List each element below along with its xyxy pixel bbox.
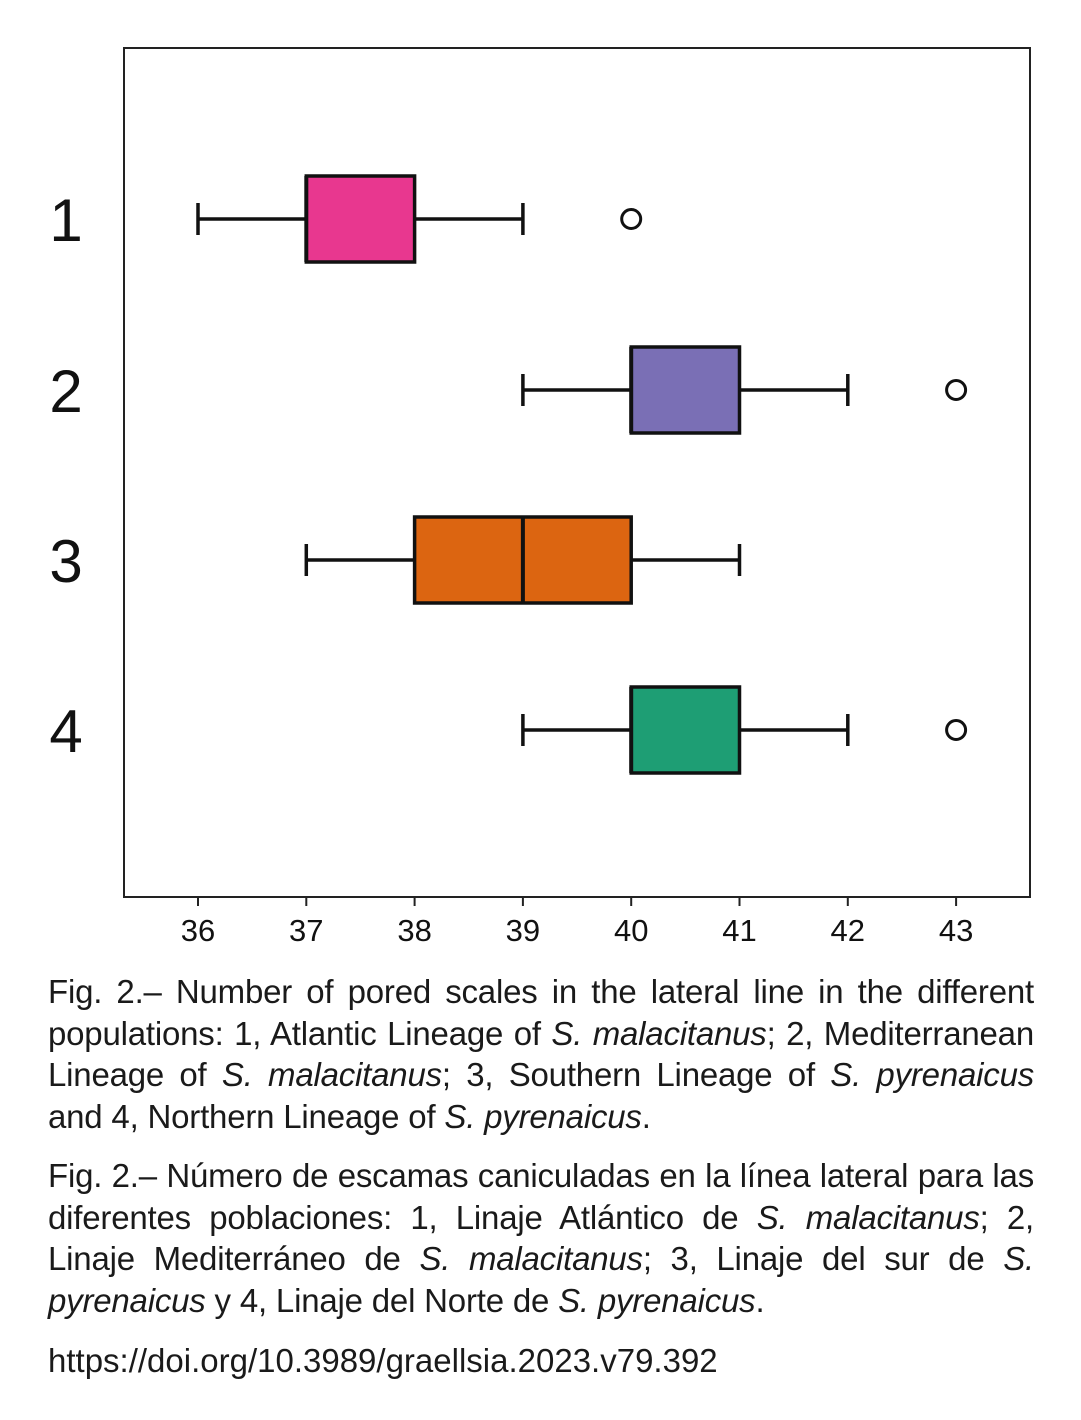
x-tick-label-39: 39 [506, 913, 540, 948]
y-category-label-4: 4 [49, 698, 82, 765]
caption-es-species-1: S. malacitanus [756, 1198, 980, 1236]
caption-es-text-2: ; 2, Linaje Mediterráneo de [48, 1198, 1034, 1278]
outlier-point-1-0 [620, 208, 643, 230]
caption-en-text-1: Fig. 2.– Number of pored scales in the l… [48, 973, 1034, 1052]
box-iqr-2 [629, 345, 742, 435]
y-category-label-1: 1 [49, 187, 82, 254]
box-group-1: 1 [49, 174, 643, 264]
caption-english: Fig. 2.– Number of pored scales in the l… [48, 971, 1034, 1137]
x-tick-label-41: 41 [722, 913, 756, 948]
caption-es-species-2: S. malacitanus [419, 1240, 643, 1277]
caption-spanish: Fig. 2.– Número de escamas caniculadas e… [48, 1155, 1034, 1321]
x-tick-label-36: 36 [181, 913, 215, 948]
boxplot-chart: 36 37 38 39 40 41 42 43 1 2 3 4 [49, 47, 1031, 948]
caption-en-text-3: ; 3, Southern Lineage of [441, 1056, 831, 1093]
x-tick-label-43: 43 [939, 913, 973, 948]
caption-es-text-5: . [755, 1281, 765, 1319]
y-category-label-3: 3 [49, 528, 82, 595]
box-group-3: 3 [49, 515, 742, 605]
y-category-label-2: 2 [49, 358, 82, 425]
caption-en-species-2: S. malacitanus [221, 1056, 442, 1093]
outlier-point-2-0 [945, 379, 968, 401]
caption-es-species-3: S. pyrenaicus [48, 1240, 1034, 1319]
box-group-4: 4 [49, 685, 968, 775]
caption-es-text-1: Fig. 2.– Número de escamas caniculadas e… [48, 1157, 1034, 1236]
outlier-point-4-0 [945, 719, 968, 741]
box-iqr-1 [304, 174, 417, 264]
caption-en-text-5: . [641, 1097, 651, 1135]
caption-es-text-3: ; 3, Linaje del sur de [642, 1240, 1004, 1277]
x-tick-label-37: 37 [289, 913, 323, 948]
box-iqr-4 [629, 685, 742, 775]
x-tick-label-38: 38 [397, 913, 431, 948]
caption-en-species-3: S. pyrenaicus [830, 1056, 1035, 1093]
caption-en-species-1: S. malacitanus [551, 1014, 767, 1052]
boxplot-figure: 36 37 38 39 40 41 42 43 1 2 3 4 [49, 47, 1031, 948]
caption-en-text-2: ; 2, Mediterranean Lineage of [48, 1014, 1034, 1094]
plot-frame [123, 47, 1031, 898]
caption-es-text-4: y 4, Linaje del Norte de [205, 1281, 559, 1319]
x-tick-label-40: 40 [614, 913, 648, 948]
caption-en-text-4: and 4, Northern Lineage of [48, 1097, 445, 1135]
x-tick-label-42: 42 [831, 913, 865, 948]
caption-en-species-4: S. pyrenaicus [444, 1097, 642, 1135]
caption-es-species-4: S. pyrenaicus [558, 1281, 756, 1319]
box-group-2: 2 [49, 345, 968, 435]
doi-link[interactable]: https://doi.org/10.3989/graellsia.2023.v… [48, 1342, 718, 1379]
